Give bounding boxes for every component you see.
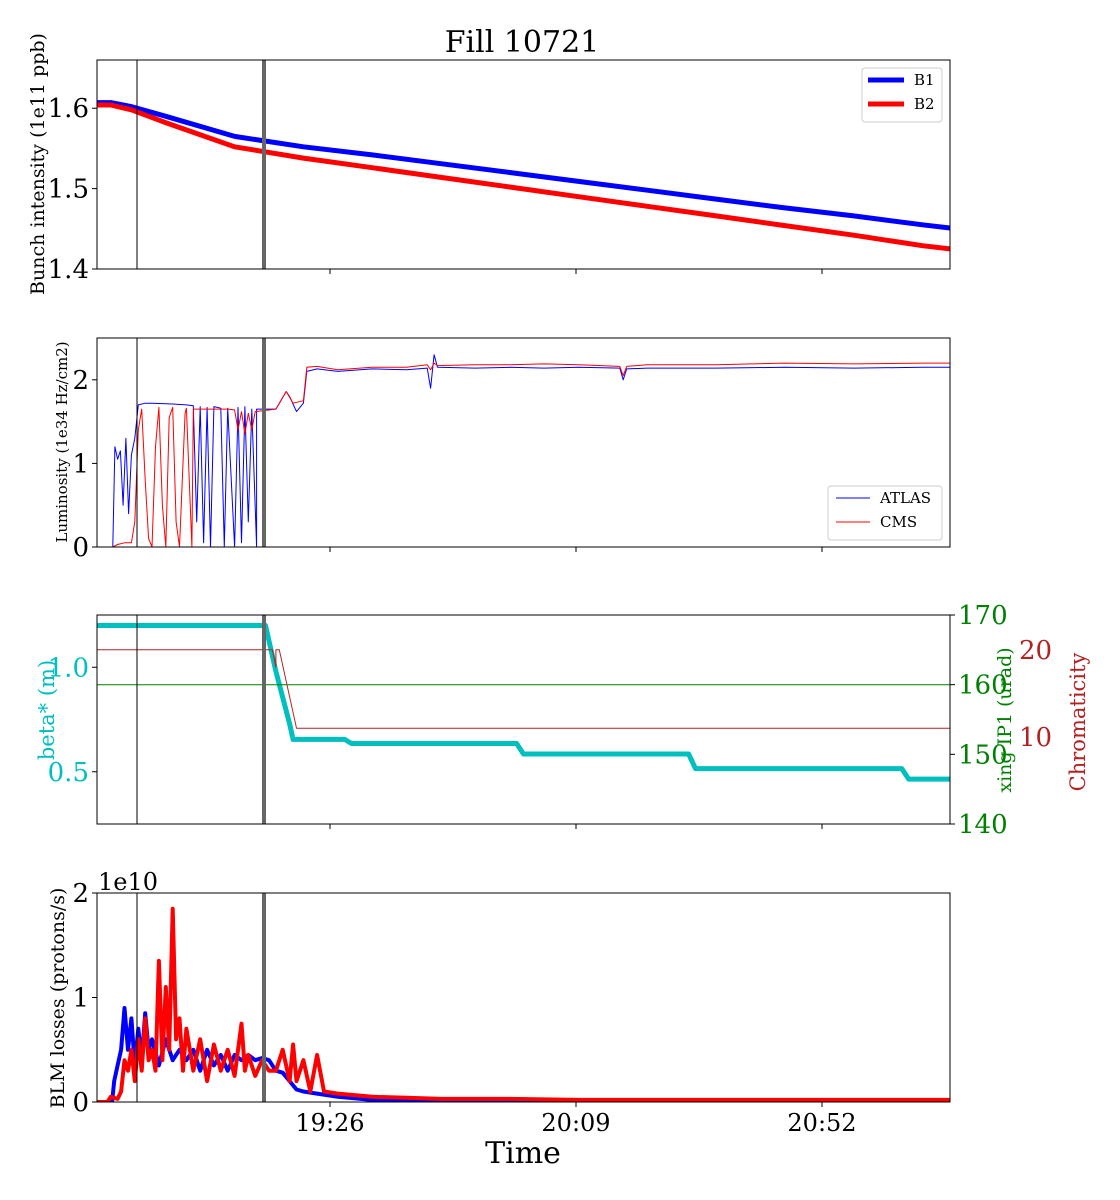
y-tick-label: 1.6 [48,94,89,124]
x-axis: 19:26 20:09 20:52 Time [295,1109,856,1171]
y2-tick-label: 140 [958,810,1008,840]
x-tick-label: 20:09 [541,1109,610,1137]
legend-b2-label: B2 [914,95,935,113]
figure-title: Fill 10721 [445,25,600,60]
y-tick-label: 1.5 [48,175,89,205]
panel-blm-losses: BLM losses (protons/s) 1e10 0 1 2 [47,868,951,1118]
panel-luminosity: Luminosity (1e34 Hz/cm2) ATLAS CMS 0 1 2 [53,337,951,563]
panel-4-ylabel: BLM losses (protons/s) [47,888,69,1109]
y-tick-label: 1.4 [48,255,89,285]
panel-optics: beta* (m) xing IP1 (urad) Chromaticity 0… [35,601,1090,840]
panel-3-y2label: xing IP1 (urad) [994,647,1016,792]
legend-cms-label: CMS [880,513,917,531]
y2-tick-label: 160 [958,671,1008,701]
panel-bunch-intensity: Bunch intensity (1e11 ppb) B1 B2 1.4 1.5 1… [27,33,951,295]
panel-3-y3label: Chromaticity [1066,653,1090,792]
x-tick-label: 20:52 [787,1109,856,1137]
series-line-p3-3 [97,649,950,729]
y-tick-label: 0.5 [48,758,89,788]
plot-frame [96,892,951,1103]
series-line-atlas [97,354,950,547]
panel-2-ylabel: Luminosity (1e34 Hz/cm2) [53,341,71,542]
y-tick-label: 2 [72,366,89,396]
y-tick-label: 1.0 [48,653,89,683]
x-axis-label: Time [485,1136,561,1171]
panel-1-ylabel: Bunch intensity (1e11 ppb) [27,33,49,295]
plot-frame [96,614,951,825]
legend-luminosity: ATLAS CMS [827,485,943,541]
y3-tick-label: 20 [1019,636,1052,666]
x-tick-label: 19:26 [295,1109,364,1137]
legend-b1-label: B1 [914,71,935,89]
series-line-cms [97,362,950,547]
series-line-p3-1 [97,623,950,782]
y-tick-label: 1 [72,984,89,1014]
plot-frame [96,59,951,270]
y2-tick-label: 170 [958,601,1008,631]
legend-atlas-label: ATLAS [879,489,931,507]
plot-frame [96,337,951,548]
y-tick-label: 0 [72,533,89,563]
panel-3-ylabel: beta* (m) [35,660,59,760]
panel-4-offset-label: 1e10 [98,868,158,896]
legend-bunch-intensity: B1 B2 [861,67,943,123]
y-tick-label: 0 [72,1088,89,1118]
y3-tick-label: 10 [1019,723,1052,753]
y-tick-label: 1 [72,449,89,479]
y2-tick-label: 150 [958,740,1008,770]
series-line-p4-2 [97,906,950,1102]
series-line-b2 [97,102,950,252]
series-line-b1 [97,100,950,231]
y-tick-label: 2 [72,879,89,909]
